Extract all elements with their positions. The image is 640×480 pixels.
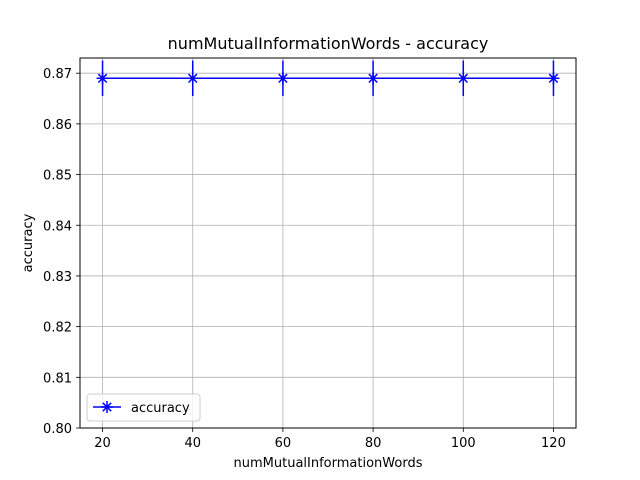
plot-frame — [79, 57, 577, 429]
legend-marker — [101, 401, 113, 413]
x-tick-label: 100 — [451, 436, 476, 451]
x-tick-label: 40 — [184, 436, 201, 451]
y-tick-label: 0.83 — [43, 270, 72, 285]
y-tick-label: 0.81 — [43, 371, 72, 386]
x-axis-label: numMutualInformationWords — [234, 456, 423, 471]
y-tick-label: 0.80 — [43, 422, 72, 437]
x-tick-label: 60 — [275, 436, 292, 451]
data-point — [276, 72, 289, 85]
chart-title: numMutualInformationWords - accuracy — [168, 34, 489, 53]
x-axis-ticks: 20 40 60 80 100 120 — [94, 428, 566, 451]
y-tick-label: 0.86 — [43, 118, 72, 133]
plot-area — [79, 57, 577, 429]
x-tick-label: 120 — [541, 436, 566, 451]
data-point — [96, 72, 109, 85]
series-layer — [96, 60, 560, 97]
y-axis-label: accuracy — [21, 213, 36, 272]
grid-layer — [80, 58, 576, 429]
legend-marker-glyph — [101, 401, 113, 413]
y-tick-label: 0.87 — [43, 67, 72, 82]
y-tick-label: 0.84 — [43, 219, 72, 234]
data-point — [367, 72, 380, 85]
legend: accuracy — [86, 393, 201, 422]
x-tick-label: 80 — [365, 436, 382, 451]
y-axis-ticks: 0.80 0.81 0.82 0.83 0.84 0.85 0.86 0.87 — [43, 67, 80, 437]
data-point — [547, 72, 560, 85]
data-point — [457, 72, 470, 85]
legend-box — [86, 393, 201, 422]
data-point — [186, 72, 199, 85]
y-tick-label: 0.85 — [43, 169, 72, 184]
x-tick-label: 20 — [94, 436, 111, 451]
plot-background — [80, 58, 576, 428]
legend-label: accuracy — [131, 401, 190, 416]
y-tick-label: 0.82 — [43, 321, 72, 336]
